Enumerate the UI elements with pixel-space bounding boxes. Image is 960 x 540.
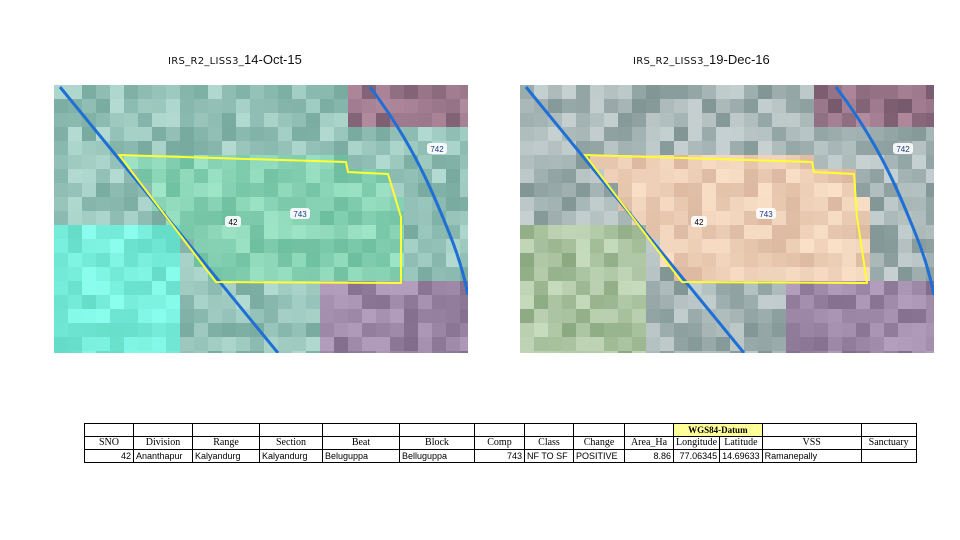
left-road-line-east [368, 86, 468, 296]
cell-beat: Beluguppa [322, 449, 400, 463]
col-latitude-header: Latitude [719, 436, 763, 450]
col-longitude-header: Longitude [672, 436, 721, 450]
cell-comp: 743 [474, 449, 525, 463]
cell-division: Ananthapur [133, 449, 193, 463]
table-header-row: SNO Division Range Section Beat Block Co… [84, 436, 917, 450]
left-satellite-image: 743 742 42 [54, 85, 468, 353]
right-image-pixels [520, 85, 934, 353]
left-label-743: 743 [290, 208, 310, 219]
change-attribute-table: WGS84-Datum SNO Division Range Section B… [84, 423, 917, 463]
col-block-header: Block [399, 436, 475, 450]
right-road-line-east [834, 86, 934, 296]
right-compartment-boundary [582, 153, 869, 285]
svg-text:743: 743 [759, 210, 773, 219]
left-image-title: IRS_R2_LISS3_14-Oct-15 [168, 52, 302, 67]
col-vss-header: VSS [761, 436, 862, 450]
left-title-sensor: IRS_R2_LISS3_ [168, 56, 245, 67]
table-row: 42 Ananthapur Kalyandurg Kalyandurg Belu… [84, 449, 917, 463]
col-beat-header: Beat [322, 436, 400, 450]
cell-sno: 42 [84, 449, 134, 463]
col-class-header: Class [524, 436, 574, 450]
svg-text:743: 743 [293, 210, 307, 219]
cell-block: Belluguppa [399, 449, 475, 463]
cell-sanctuary [860, 449, 917, 463]
left-image-pixels [54, 85, 468, 353]
cell-section: Kalyandurg [259, 449, 323, 463]
left-label-742: 742 [427, 143, 447, 154]
cell-latitude: 14.69633 [719, 449, 763, 463]
right-title-sensor: IRS_R2_LISS3_ [633, 56, 710, 67]
svg-text:42: 42 [229, 218, 238, 227]
right-label-743: 743 [756, 208, 776, 219]
cell-longitude: 77.06345 [672, 449, 721, 463]
right-label-42: 42 [691, 216, 707, 227]
cell-area: 8.86 [624, 449, 674, 463]
col-area-header: Area_Ha [624, 436, 674, 450]
col-sno-header: SNO [84, 436, 134, 450]
right-title-date: 19-Dec-16 [709, 52, 770, 67]
right-label-742: 742 [893, 143, 913, 154]
col-sanctuary-header: Sanctuary [860, 436, 917, 450]
cell-class: NF TO SF [524, 449, 574, 463]
cell-range: Kalyandurg [192, 449, 260, 463]
wgs84-datum-header: WGS84-Datum [673, 423, 763, 437]
col-comp-header: Comp [474, 436, 525, 450]
cell-vss: Ramanepally [761, 449, 862, 463]
col-section-header: Section [259, 436, 323, 450]
left-compartment-boundary [116, 153, 402, 285]
svg-text:42: 42 [695, 218, 704, 227]
col-range-header: Range [192, 436, 260, 450]
right-satellite-image: 743 742 42 [520, 85, 934, 353]
left-title-date: 14-Oct-15 [244, 52, 302, 67]
svg-text:742: 742 [430, 145, 444, 154]
left-label-42: 42 [225, 216, 241, 227]
col-division-header: Division [133, 436, 193, 450]
table-group-header-row: WGS84-Datum [84, 423, 917, 437]
svg-text:742: 742 [896, 145, 910, 154]
cell-change: POSITIVE [573, 449, 625, 463]
right-image-title: IRS_R2_LISS3_19-Dec-16 [633, 52, 770, 67]
col-change-header: Change [573, 436, 625, 450]
